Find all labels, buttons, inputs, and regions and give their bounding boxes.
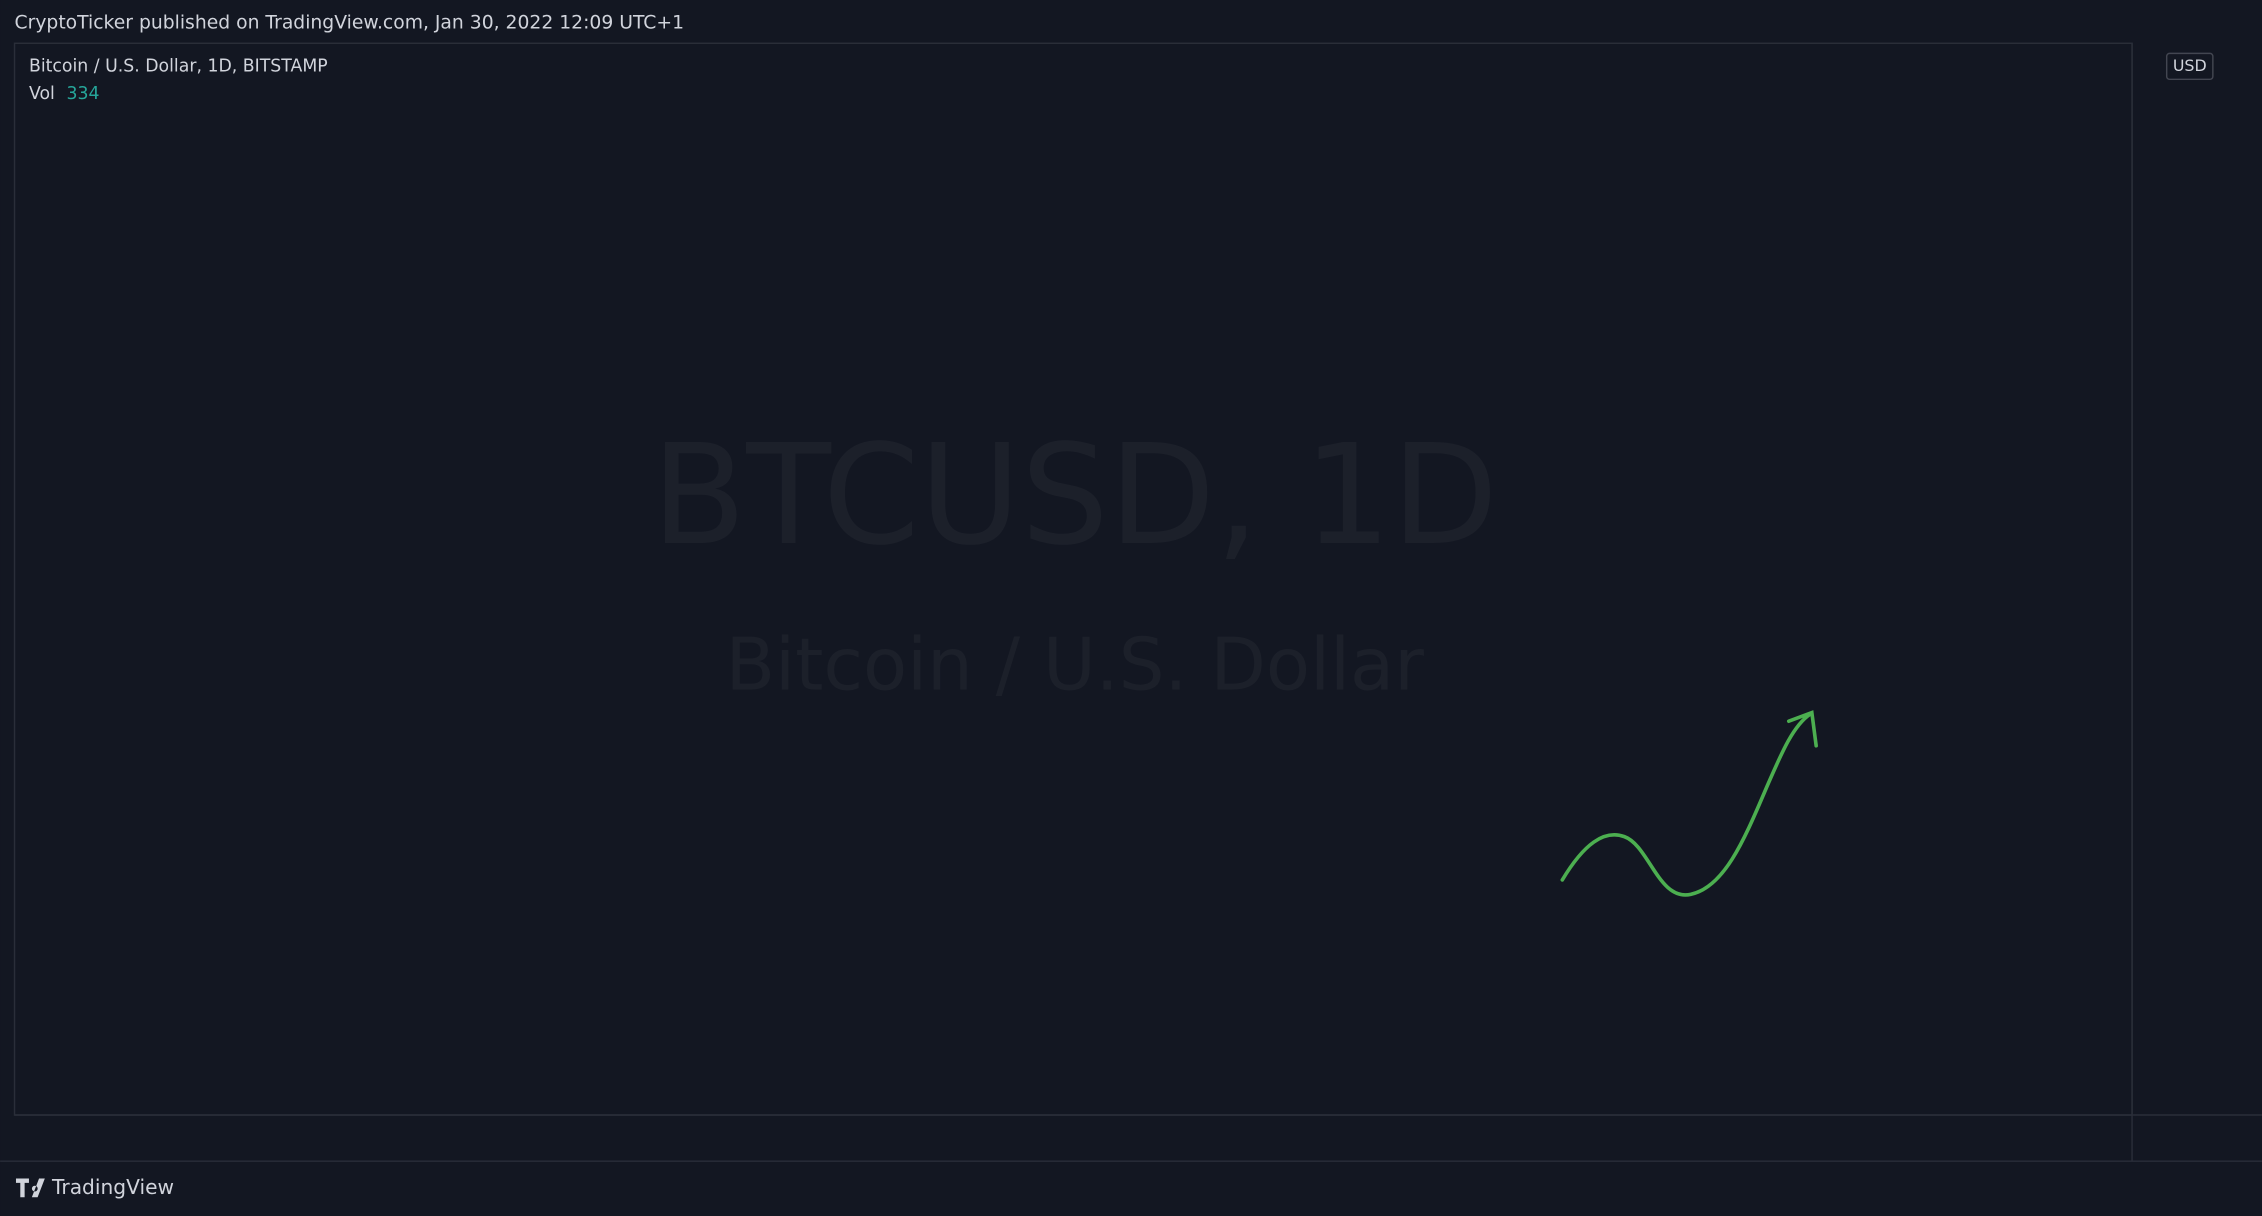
brand-logo [15, 1178, 45, 1198]
watermark-name: Bitcoin / U.S. Dollar [726, 623, 1425, 707]
volume-value: 334 [66, 84, 99, 104]
currency-label[interactable]: USD [2173, 56, 2207, 75]
plot-area [13, 42, 2133, 1116]
symbol-title: Bitcoin / U.S. Dollar, 1D, BITSTAMP [29, 56, 328, 76]
publisher-line: CryptoTicker published on TradingView.co… [15, 13, 685, 34]
projection-arrow [1560, 710, 1818, 897]
brand-name: TradingView [51, 1175, 174, 1199]
volume-title: Vol [29, 84, 55, 104]
watermark-symbol: BTCUSD, 1D [651, 414, 1498, 576]
currency-box[interactable] [2165, 52, 2214, 81]
